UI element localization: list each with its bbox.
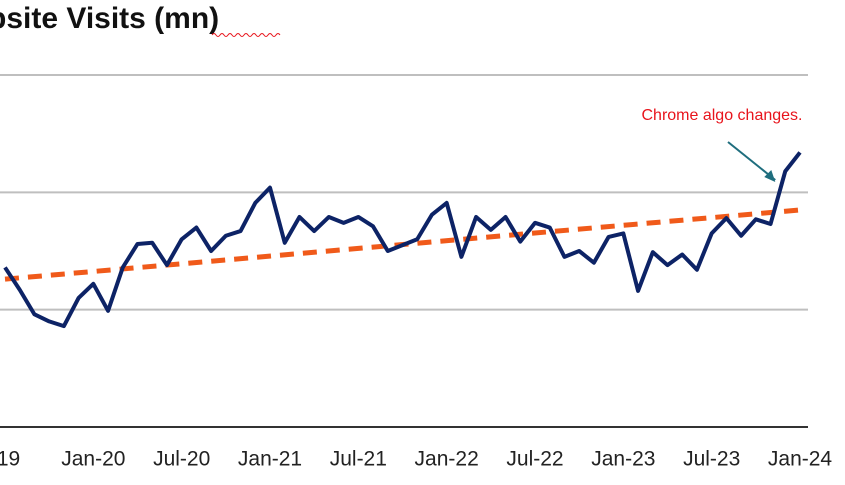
x-tick-label: Jul-23	[683, 448, 740, 471]
annotation-arrowhead	[764, 170, 776, 182]
x-tick-label: Jan-23	[591, 448, 655, 471]
x-tick-label: Jul-20	[153, 448, 210, 471]
spell-underline	[211, 33, 281, 37]
series-line	[3, 151, 802, 329]
x-tick-label: Jul-22	[506, 448, 563, 471]
x-tick-label: Jan-20	[61, 448, 125, 471]
x-tick-label: Jul-21	[330, 448, 387, 471]
annotation-arrow	[727, 141, 776, 181]
x-tick-label: Jan-24	[768, 448, 833, 471]
x-tick-label: Jan-21	[238, 448, 302, 471]
chart-title: bsite Visits (mn)	[0, 2, 219, 35]
annotation: Chrome algo changes.	[642, 107, 803, 124]
x-tick-label: -19	[0, 448, 20, 471]
x-tick-label: Jan-22	[415, 448, 479, 471]
